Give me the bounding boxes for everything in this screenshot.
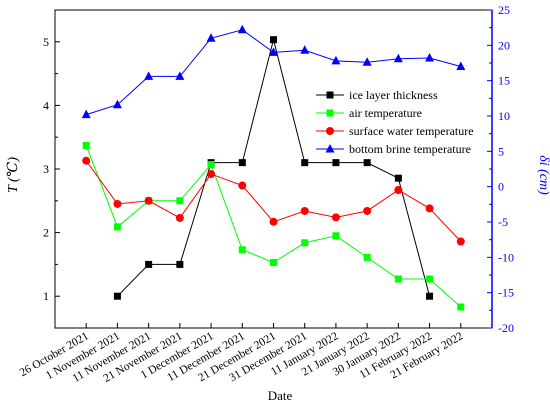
right-axis-title: δi (cm) [536,155,550,195]
right-tick-label: 15 [498,74,510,88]
series-bottom-brine-temperature [81,24,466,119]
x-axis-title: Date [268,388,293,403]
data-point [81,109,91,119]
left-axis-title: T (℃) [6,157,21,193]
data-point [426,275,434,283]
data-point [175,213,184,222]
data-point [301,159,309,167]
right-tick-label: -10 [498,250,514,264]
data-point [363,253,371,261]
series-air-temperature [82,141,465,311]
data-point [207,161,215,169]
data-point [326,127,334,135]
left-tick-label: 2 [43,226,49,240]
data-point [238,181,247,190]
right-tick-label: 20 [498,38,510,52]
data-point [300,45,310,54]
legend-item: air temperature [316,106,422,120]
data-point [425,204,434,213]
right-tick-label: 5 [498,144,504,158]
data-point [394,275,402,283]
data-point [238,159,246,167]
left-tick-label: 5 [43,35,49,49]
legend-item: bottom brine temperature [316,142,471,156]
legend-item: ice layer thickness [316,88,438,102]
series-line [85,145,462,308]
right-tick-label: -20 [498,321,514,335]
legend-label: bottom brine temperature [349,142,471,156]
right-axis: -20 -15 -10 -5 0 5 10 15 20 25 [487,3,514,335]
left-axis: 1 2 3 4 5 [43,35,60,303]
data-point [363,159,371,167]
data-point [206,33,216,42]
data-point [269,47,278,56]
data-point [331,55,341,65]
left-tick-label: 1 [43,289,49,303]
data-point [300,206,309,215]
data-point [113,199,122,208]
data-point [426,292,434,300]
data-point [176,197,184,205]
data-point [362,57,372,66]
data-point [113,292,121,300]
data-point [456,237,465,246]
data-point [425,53,435,62]
legend-item: surface water temperature [316,124,474,138]
series-layer [81,24,466,311]
data-point [113,223,121,231]
data-point [112,99,122,109]
data-point [301,239,309,247]
series-line [117,39,431,297]
data-point [332,159,340,167]
data-point [456,61,466,71]
legend: ice layer thickness air temperature surfac… [316,88,474,156]
data-point [269,217,278,226]
data-point [325,144,335,153]
data-point [207,170,216,179]
legend-label: air temperature [349,106,422,120]
data-point [331,213,340,222]
data-point [82,156,91,165]
data-point [175,71,185,80]
data-point [176,260,184,268]
data-point [326,91,334,99]
series-ice-layer-thickness [113,36,434,300]
data-point [237,24,247,34]
legend-label: surface water temperature [349,124,474,138]
series-surface-water-temperature [82,156,465,246]
right-tick-label: 0 [498,180,504,194]
data-point [457,303,465,311]
data-point [270,258,277,266]
data-point [394,185,403,194]
data-point [270,36,277,44]
data-point [145,260,153,268]
left-tick-label: 3 [43,162,49,176]
data-point [332,232,340,240]
data-point [144,71,154,80]
right-tick-label: 25 [498,3,510,17]
data-point [326,109,334,117]
right-tick-label: -15 [498,286,514,300]
data-point [394,174,402,182]
right-tick-label: -5 [498,215,508,229]
data-point [363,206,372,215]
data-point [144,196,153,205]
data-point [82,141,90,149]
right-tick-label: 10 [498,109,510,123]
data-point [238,246,246,254]
data-point [393,53,403,63]
left-tick-label: 4 [43,98,49,112]
legend-label: ice layer thickness [349,88,438,102]
